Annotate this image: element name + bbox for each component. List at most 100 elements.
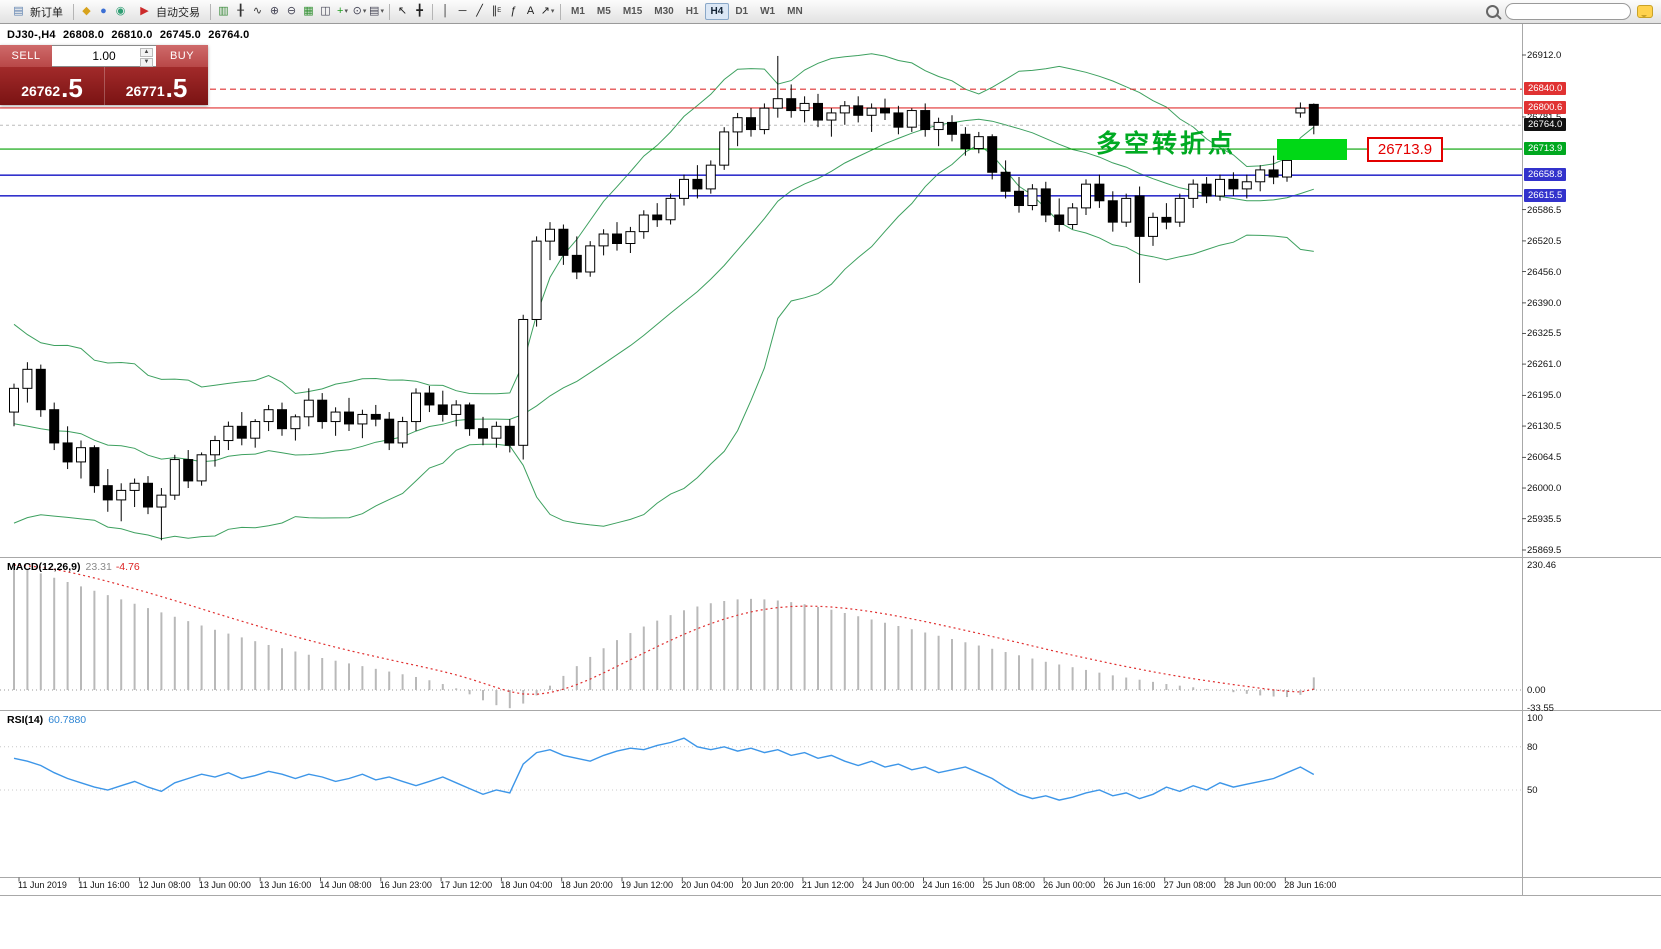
candle-body [62,442,73,463]
arrow-icon[interactable]: ↗ ▾ [539,3,556,20]
timeframe-M15[interactable]: M15 [622,6,643,17]
timeframe-H1[interactable]: H1 [685,6,699,17]
candle-body [786,98,797,112]
chevron-down-icon: ▾ [344,8,348,15]
templates-icon[interactable]: ▤ ▾ [368,3,385,20]
candlestick-chart-icon[interactable]: ╂ [237,5,244,17]
chart-shift-icon[interactable]: ◫ [320,5,331,17]
timeframe-M5[interactable]: M5 [596,6,611,17]
new-order-button[interactable]: ▤ 新订单 [4,1,69,23]
sell-button[interactable]: SELL [0,45,52,67]
candle-body [397,421,408,444]
macd-label: MACD(12,26,9) 23.31 -4.76 [7,561,140,573]
symbol-low: 26745.0 [159,29,201,41]
toolbar-separator [210,3,211,20]
volume-spin-buttons: ▲ ▼ [140,48,153,67]
indicators-icon[interactable]: + ▾ [334,3,351,20]
timeframe-M30[interactable]: M30 [654,6,674,17]
candle-body [638,214,649,233]
profile-icon[interactable]: ● [100,5,107,17]
chat-icon[interactable] [1637,5,1653,18]
timeframe-MN[interactable]: MN [787,6,803,17]
candle-body [1027,188,1038,207]
candle-body [933,121,944,131]
highlight-rectangle[interactable] [1277,139,1347,160]
cursor-icon[interactable]: ↖ [397,5,408,17]
horizontal-line-icon[interactable]: ─ [458,5,467,17]
candle-body [612,233,622,245]
volume-stepper[interactable]: 1.00 ▲ ▼ [52,45,156,67]
candle-body [76,447,86,463]
symbol-high: 26810.0 [111,29,153,41]
candle-body [156,494,167,508]
chevron-down-icon: ▾ [550,8,555,15]
candle-body [1000,171,1011,192]
search-icon[interactable] [1486,5,1499,18]
candle-body [518,318,529,446]
buy-button[interactable]: BUY [156,45,208,67]
line-chart-icon[interactable]: ∿ [252,5,263,17]
timeframe-H4[interactable]: H4 [704,3,730,20]
periods-icon[interactable]: ⊙ ▾ [351,3,368,20]
rsi-value: 60.7880 [48,714,87,726]
candle-body [1081,183,1091,209]
candle-body [947,121,957,135]
community-icon[interactable]: ◉ [115,5,126,17]
candle-body [625,231,636,245]
sell-price[interactable]: 26762 .5 [0,67,104,105]
timeframe-D1[interactable]: D1 [735,6,749,17]
zoom-out-icon[interactable]: ⊖ [286,5,297,17]
autotrade-button[interactable]: ▶ 自动交易 [130,1,206,23]
toolbar-separator [432,3,433,20]
auto-scroll-icon[interactable]: ▦ [303,5,314,17]
candle-body [1241,181,1252,190]
candle-body [143,482,153,508]
crosshair-icon[interactable]: ╋ [416,5,423,17]
candle-body [478,428,488,439]
search-input[interactable] [1505,3,1631,20]
candle-body [705,164,716,190]
chevron-down-icon: ▾ [380,8,384,15]
symbol-open: 26808.0 [62,29,105,41]
candle-body [344,411,354,425]
bar-chart-icon[interactable]: ▥ [218,5,229,17]
turning-point-annotation[interactable]: 多空转折点 [1096,130,1237,158]
candle-body [411,392,421,423]
candle-body [1255,169,1266,183]
one-click-trade-panel: SELL 1.00 ▲ ▼ BUY 26762 .5 26771 .5 [0,45,208,105]
text-icon[interactable]: A [526,5,535,17]
candle-body [1107,200,1118,223]
zoom-in-icon[interactable]: ⊕ [269,5,280,17]
macd-name: MACD(12,26,9) [7,561,81,573]
sell-price-main: 26762 [21,83,61,99]
candle-body [1014,190,1024,207]
candle-body [906,110,917,128]
candle-body [384,418,395,444]
timeframe-W1[interactable]: W1 [760,6,776,17]
volume-up-icon[interactable]: ▲ [140,48,153,57]
candle-body [1067,207,1078,226]
candle-body [89,447,100,487]
symbol-info: DJ30-,H4 26808.0 26810.0 26745.0 26764.0 [7,29,253,41]
volume-down-icon[interactable]: ▼ [140,58,153,67]
timeframe-M1[interactable]: M1 [571,6,585,17]
candle-body [1148,216,1158,237]
sell-price-frac: .5 [61,73,83,103]
candle-body [531,240,542,320]
trendline-icon[interactable]: ╱ [476,5,483,17]
price-flag-label[interactable]: 26713.9 [1367,137,1443,162]
buy-price[interactable]: 26771 .5 [104,67,208,105]
equidistant-channel-icon[interactable]: ∥ E [491,5,502,17]
candle-body [1188,183,1199,199]
fibonacci-icon[interactable]: ƒ [510,5,517,17]
mql5-market-icon[interactable]: ◆ [82,5,91,17]
vertical-line-icon[interactable]: │ [442,5,449,17]
candle-body [424,392,435,406]
candle-body [504,425,515,446]
toolbar-separator [389,3,390,20]
candle-body [116,489,127,501]
new-order-icon: ▤ [13,5,24,17]
candle-body [987,136,998,173]
